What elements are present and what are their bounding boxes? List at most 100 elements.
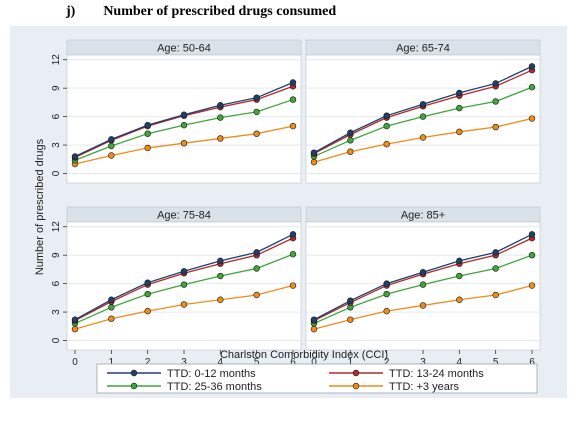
x-tick-label: 0	[311, 357, 317, 368]
data-point	[217, 272, 224, 280]
data-point	[289, 251, 297, 258]
y-tick-label: 12	[51, 54, 62, 66]
data-point	[347, 316, 354, 323]
data-point	[528, 63, 536, 70]
data-point	[310, 149, 318, 156]
data-point	[180, 121, 188, 129]
legend-label: TTD: +3 years	[389, 381, 459, 393]
y-axis-title: Number of prescribed drugs	[34, 138, 46, 275]
data-point	[347, 148, 354, 155]
data-point	[310, 158, 318, 166]
legend-box	[96, 363, 538, 394]
x-tick-label: 6	[529, 357, 535, 368]
x-tick-label: 0	[72, 357, 78, 368]
data-point	[456, 257, 463, 265]
chart-figure: Number of prescribed drugs Charlston Com…	[0, 26, 577, 434]
data-point	[492, 123, 499, 131]
data-point	[144, 279, 151, 286]
legend-item: TTD: 25-36 months	[107, 381, 262, 393]
data-point	[108, 304, 115, 311]
data-point	[144, 307, 151, 315]
panel-title: Age: 85+	[401, 210, 445, 222]
data-point	[108, 315, 115, 322]
data-point	[383, 290, 390, 298]
data-point	[383, 122, 390, 130]
x-tick-label: 1	[348, 357, 354, 368]
data-point	[144, 144, 151, 152]
data-point	[419, 302, 427, 309]
data-point	[253, 265, 260, 272]
x-tick-label: 1	[109, 357, 115, 368]
legend: TTD: 0-12 months TTD: 13-24 months TTD: 25…	[96, 363, 538, 394]
data-point	[217, 135, 224, 142]
data-point	[253, 291, 260, 299]
data-point	[528, 251, 536, 259]
x-tick-label: 4	[457, 357, 463, 368]
data-point	[419, 113, 427, 120]
x-tick-label: 6	[290, 357, 296, 368]
data-point	[419, 281, 427, 288]
data-point	[456, 296, 463, 303]
data-point	[456, 272, 463, 280]
x-tick-label: 2	[145, 357, 151, 368]
data-point	[289, 79, 297, 86]
data-point	[71, 325, 79, 333]
legend-item: TTD: 13-24 months	[329, 368, 484, 380]
data-point	[492, 265, 499, 272]
data-point	[253, 94, 260, 101]
data-point	[289, 282, 297, 289]
x-axis-title: Charlston Comorbidity Index (CCI)	[220, 349, 388, 361]
data-point	[492, 291, 499, 299]
plot-area	[66, 54, 302, 184]
y-tick-label: 3	[51, 309, 62, 315]
data-point	[289, 231, 297, 238]
y-tick-label: 9	[51, 85, 62, 91]
data-point	[108, 152, 115, 159]
data-point	[347, 297, 354, 304]
chart-svg: Number of prescribed drugs Charlston Com…	[10, 26, 567, 398]
x-tick-label: 5	[493, 357, 499, 368]
y-tick-label: 12	[51, 221, 62, 233]
legend-label: TTD: 13-24 months	[389, 368, 484, 380]
y-tick-label: 6	[51, 113, 62, 119]
data-point	[528, 84, 536, 91]
data-point	[71, 316, 79, 323]
data-point	[217, 257, 224, 265]
legend-swatch-marker	[352, 369, 360, 377]
legend-item: TTD: +3 years	[329, 381, 459, 393]
data-point	[528, 115, 536, 122]
legend-item: TTD: 0-12 months	[107, 368, 256, 380]
data-point	[144, 290, 151, 298]
data-point	[253, 249, 260, 256]
panel-2: Age: 65-74	[305, 39, 541, 184]
data-point	[347, 137, 354, 144]
data-point	[383, 307, 390, 315]
data-point	[419, 134, 427, 141]
y-tick-label: 0	[51, 337, 62, 343]
panel-title: Age: 75-84	[157, 210, 211, 222]
panel-title: Age: 50-64	[157, 43, 211, 55]
x-tick-label: 5	[254, 357, 260, 368]
x-tick-label: 2	[384, 357, 390, 368]
panel-1: Age: 50-64 0 3 6 9 12	[51, 39, 302, 184]
data-point	[289, 96, 297, 103]
panel-title: Age: 65-74	[396, 43, 450, 55]
data-point	[492, 98, 499, 105]
data-point	[180, 111, 188, 118]
data-point	[383, 140, 390, 148]
data-point	[310, 325, 318, 333]
data-point	[180, 139, 188, 147]
data-point	[144, 121, 151, 129]
data-point	[383, 112, 390, 119]
y-tick-label: 0	[51, 170, 62, 176]
data-point	[289, 122, 297, 130]
data-point	[180, 268, 188, 275]
data-point	[492, 80, 499, 87]
legend-label: TTD: 25-36 months	[167, 381, 262, 393]
data-point	[253, 130, 260, 137]
data-point	[180, 281, 188, 288]
data-point	[419, 101, 427, 108]
y-tick-label: 6	[51, 280, 62, 286]
